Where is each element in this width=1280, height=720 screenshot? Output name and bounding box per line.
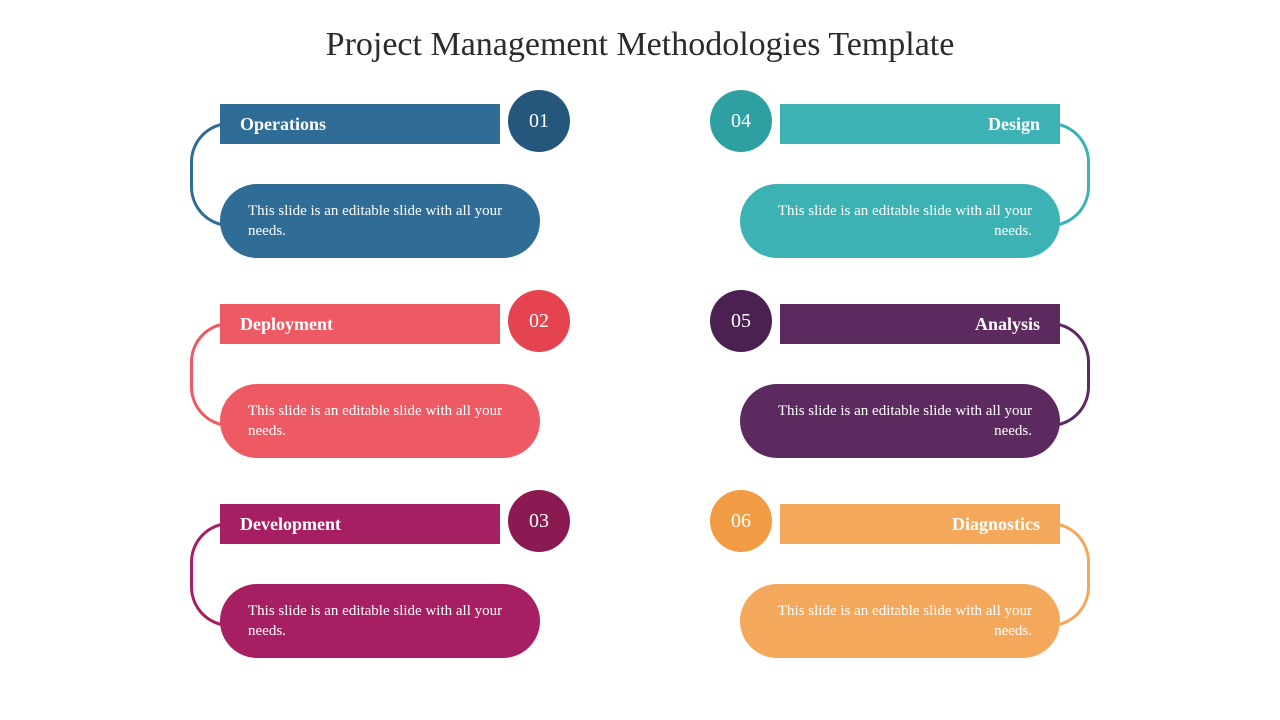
- item-number: 04: [731, 110, 751, 133]
- item-design: Design 04 This slide is an editable slid…: [720, 104, 1060, 264]
- item-header: Deployment: [220, 304, 500, 344]
- item-number: 02: [529, 310, 549, 333]
- right-column: Design 04 This slide is an editable slid…: [720, 104, 1060, 664]
- item-label: Deployment: [240, 314, 333, 335]
- item-development: Development 03 This slide is an editable…: [220, 504, 560, 664]
- item-body: This slide is an editable slide with all…: [740, 184, 1060, 258]
- number-badge: 01: [508, 90, 570, 152]
- item-label: Development: [240, 514, 341, 535]
- item-label: Diagnostics: [952, 514, 1040, 535]
- columns-container: Operations 01 This slide is an editable …: [0, 104, 1280, 664]
- item-number: 06: [731, 510, 751, 533]
- item-body: This slide is an editable slide with all…: [220, 184, 540, 258]
- item-body: This slide is an editable slide with all…: [740, 384, 1060, 458]
- item-label: Operations: [240, 114, 326, 135]
- item-header: Development: [220, 504, 500, 544]
- item-description: This slide is an editable slide with all…: [248, 201, 510, 242]
- item-description: This slide is an editable slide with all…: [770, 201, 1032, 242]
- item-number: 05: [731, 310, 751, 333]
- item-description: This slide is an editable slide with all…: [770, 401, 1032, 442]
- number-badge: 05: [710, 290, 772, 352]
- item-label: Design: [988, 114, 1040, 135]
- number-badge: 03: [508, 490, 570, 552]
- item-label: Analysis: [975, 314, 1040, 335]
- item-description: This slide is an editable slide with all…: [248, 401, 510, 442]
- item-deployment: Deployment 02 This slide is an editable …: [220, 304, 560, 464]
- item-number: 03: [529, 510, 549, 533]
- item-body: This slide is an editable slide with all…: [220, 384, 540, 458]
- item-analysis: Analysis 05 This slide is an editable sl…: [720, 304, 1060, 464]
- number-badge: 06: [710, 490, 772, 552]
- item-description: This slide is an editable slide with all…: [248, 601, 510, 642]
- item-diagnostics: Diagnostics 06 This slide is an editable…: [720, 504, 1060, 664]
- page-title: Project Management Methodologies Templat…: [0, 0, 1280, 64]
- number-badge: 02: [508, 290, 570, 352]
- item-number: 01: [529, 110, 549, 133]
- item-body: This slide is an editable slide with all…: [220, 584, 540, 658]
- number-badge: 04: [710, 90, 772, 152]
- item-header: Analysis: [780, 304, 1060, 344]
- item-header: Operations: [220, 104, 500, 144]
- item-header: Diagnostics: [780, 504, 1060, 544]
- left-column: Operations 01 This slide is an editable …: [220, 104, 560, 664]
- item-header: Design: [780, 104, 1060, 144]
- item-description: This slide is an editable slide with all…: [770, 601, 1032, 642]
- item-operations: Operations 01 This slide is an editable …: [220, 104, 560, 264]
- item-body: This slide is an editable slide with all…: [740, 584, 1060, 658]
